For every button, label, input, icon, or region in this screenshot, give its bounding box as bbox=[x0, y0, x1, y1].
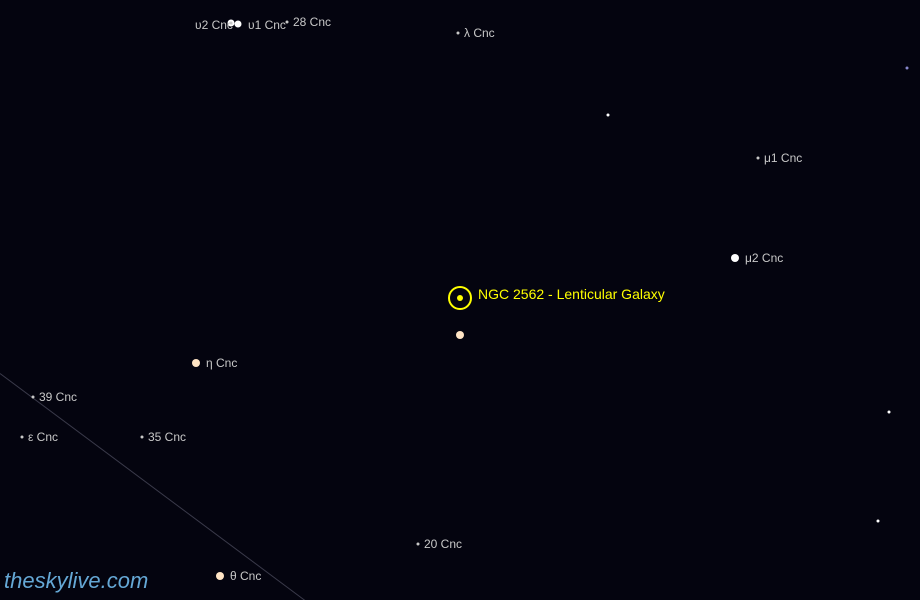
star-marker bbox=[32, 396, 35, 399]
star-marker bbox=[21, 436, 24, 439]
star bbox=[192, 359, 200, 367]
star-marker bbox=[757, 157, 760, 160]
star-label: λ Cnc bbox=[464, 26, 495, 40]
target-dot bbox=[457, 295, 463, 301]
star bbox=[877, 520, 880, 523]
star bbox=[456, 331, 464, 339]
star-label: 39 Cnc bbox=[39, 390, 77, 404]
star-label: μ1 Cnc bbox=[764, 151, 802, 165]
star-marker bbox=[457, 32, 460, 35]
star-label: υ2 Cnc bbox=[195, 18, 233, 32]
star-label: μ2 Cnc bbox=[745, 251, 783, 265]
star bbox=[607, 114, 610, 117]
star-label: θ Cnc bbox=[230, 569, 261, 583]
target-label: NGC 2562 - Lenticular Galaxy bbox=[478, 286, 665, 302]
star-label: η Cnc bbox=[206, 356, 237, 370]
star-label: 20 Cnc bbox=[424, 537, 462, 551]
star-marker bbox=[141, 436, 144, 439]
star-label: 28 Cnc bbox=[293, 15, 331, 29]
star-chart: υ2 Cnc υ1 Cnc 28 Cnc λ Cnc μ1 Cnc μ2 Cnc η Cnc… bbox=[0, 0, 920, 600]
star bbox=[731, 254, 739, 262]
star-marker bbox=[286, 21, 289, 24]
star bbox=[888, 411, 891, 414]
star-marker bbox=[417, 543, 420, 546]
star-label: ε Cnc bbox=[28, 430, 58, 444]
star bbox=[235, 21, 242, 28]
constellation-line bbox=[0, 373, 305, 600]
watermark: theskylive.com bbox=[4, 568, 148, 594]
star-label: υ1 Cnc bbox=[248, 18, 286, 32]
star bbox=[906, 67, 909, 70]
star bbox=[216, 572, 224, 580]
star-label: 35 Cnc bbox=[148, 430, 186, 444]
